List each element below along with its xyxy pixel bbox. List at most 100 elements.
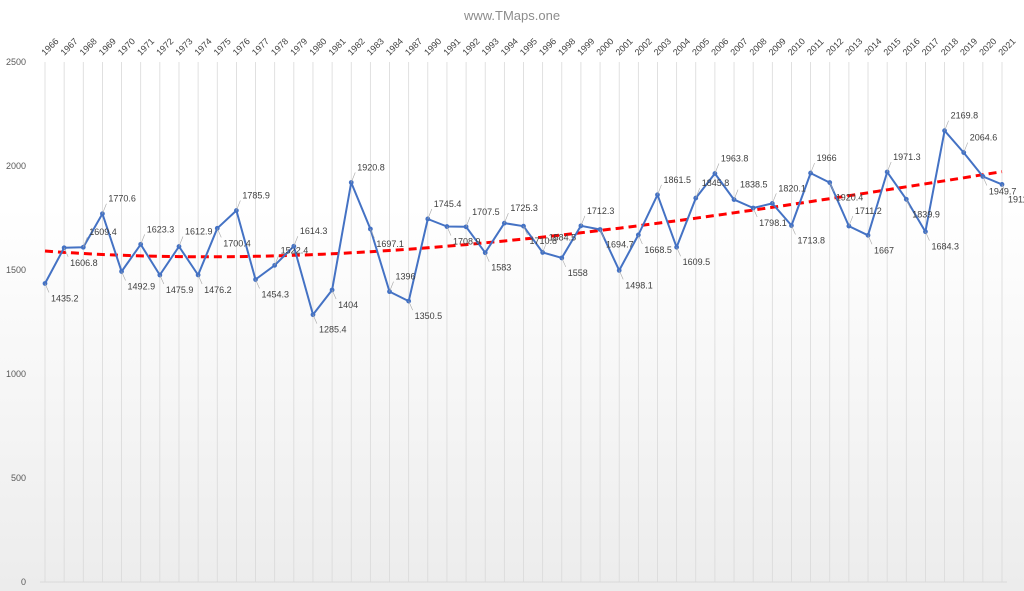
leader-line <box>906 199 911 209</box>
leader-line <box>408 300 413 311</box>
data-label: 1697.1 <box>376 239 404 249</box>
data-label: 1711.2 <box>855 206 882 216</box>
leader-line <box>714 163 720 174</box>
leader-line <box>159 274 165 285</box>
x-tick-label: 1977 <box>250 36 271 57</box>
leader-line <box>446 226 452 236</box>
data-label: 1820.1 <box>778 183 806 193</box>
x-tick-label: 1980 <box>307 36 328 57</box>
data-label: 1584.5 <box>549 232 577 242</box>
x-tick-label: 2021 <box>996 36 1017 57</box>
data-label: 1435.2 <box>51 293 79 303</box>
data-label: 1623.3 <box>147 224 175 234</box>
x-tick-label: 2003 <box>652 36 673 57</box>
leader-line <box>695 187 701 199</box>
x-tick-label: 2010 <box>786 36 807 57</box>
leader-line <box>772 193 777 204</box>
data-label: 1745.4 <box>434 199 462 209</box>
leader-line <box>676 247 681 257</box>
data-label: 1404 <box>338 300 358 310</box>
leader-line <box>752 207 758 218</box>
leader-line <box>484 252 490 262</box>
data-label: 2064.6 <box>970 133 998 143</box>
leader-line <box>370 228 375 239</box>
x-tick-label: 1991 <box>441 36 462 57</box>
x-tick-label: 1982 <box>346 36 367 57</box>
x-tick-label: 1992 <box>460 36 481 57</box>
y-tick-label: 1000 <box>6 369 26 379</box>
leader-line <box>121 271 126 281</box>
data-label: 1713.8 <box>797 236 825 246</box>
trendline <box>44 170 1003 259</box>
leader-line <box>925 231 930 241</box>
leader-line <box>504 213 509 224</box>
leader-line <box>102 203 107 214</box>
data-label: 1476.2 <box>204 285 232 295</box>
data-label: 1911.6 <box>1008 194 1024 204</box>
data-label: 1684.3 <box>931 242 959 252</box>
data-label: 1949.7 <box>989 186 1017 196</box>
x-tick-label: 1973 <box>173 36 194 57</box>
data-label: 1963.8 <box>721 154 749 164</box>
data-point <box>597 227 603 232</box>
data-point <box>540 250 546 255</box>
leader-line <box>83 237 88 248</box>
leader-line <box>140 234 145 245</box>
leader-line <box>944 120 949 131</box>
data-point <box>291 243 297 249</box>
data-label: 1668.5 <box>644 245 672 255</box>
x-tick-label: 1970 <box>116 36 137 57</box>
data-label: 1583 <box>491 263 511 273</box>
data-point <box>923 229 928 235</box>
leader-line <box>867 235 873 245</box>
y-tick-label: 2500 <box>6 57 26 67</box>
data-label: 1920.8 <box>357 162 385 172</box>
leader-line <box>255 279 260 289</box>
x-tick-label: 2016 <box>901 36 922 57</box>
x-tick-label: 1983 <box>365 36 386 57</box>
y-tick-label: 500 <box>11 473 26 483</box>
leader-line <box>389 281 394 292</box>
data-label: 1839.9 <box>912 209 940 219</box>
leader-line <box>886 161 892 173</box>
data-point <box>789 223 794 228</box>
leader-line <box>638 234 643 245</box>
data-point <box>769 201 775 206</box>
x-tick-label: 1975 <box>212 36 233 57</box>
leader-line <box>848 215 854 227</box>
data-point <box>635 232 641 238</box>
x-tick-label: 2012 <box>824 36 845 57</box>
leader-line <box>599 229 605 239</box>
x-tick-label: 2008 <box>748 36 769 57</box>
leader-line <box>810 162 815 174</box>
data-point <box>578 223 584 229</box>
x-tick-label: 2017 <box>920 36 941 57</box>
x-tick-label: 1993 <box>480 36 501 57</box>
x-tick-label: 2013 <box>843 36 864 57</box>
data-point <box>884 169 890 175</box>
x-tick-label: 1966 <box>39 36 60 57</box>
x-tick-label: 1972 <box>154 36 175 57</box>
leader-line <box>236 200 241 211</box>
leader-line <box>465 216 471 227</box>
x-tick-label: 1984 <box>384 36 405 57</box>
leader-line <box>829 182 835 192</box>
data-label: 1285.4 <box>319 325 347 335</box>
x-tick-label: 2002 <box>633 36 654 57</box>
x-tick-label: 2004 <box>671 36 692 57</box>
x-tick-label: 1998 <box>556 36 577 57</box>
data-label: 1920.4 <box>836 193 864 203</box>
x-tick-label: 2018 <box>939 36 960 57</box>
data-point <box>655 192 660 198</box>
leader-line <box>1001 184 1007 194</box>
data-point <box>80 244 86 250</box>
leader-line <box>523 226 528 236</box>
leader-line <box>963 142 968 153</box>
data-point <box>693 195 699 201</box>
leader-line <box>178 236 184 247</box>
x-tick-label: 1967 <box>58 36 79 57</box>
x-tick-label: 1987 <box>403 36 424 57</box>
x-tick-label: 2001 <box>614 36 635 57</box>
